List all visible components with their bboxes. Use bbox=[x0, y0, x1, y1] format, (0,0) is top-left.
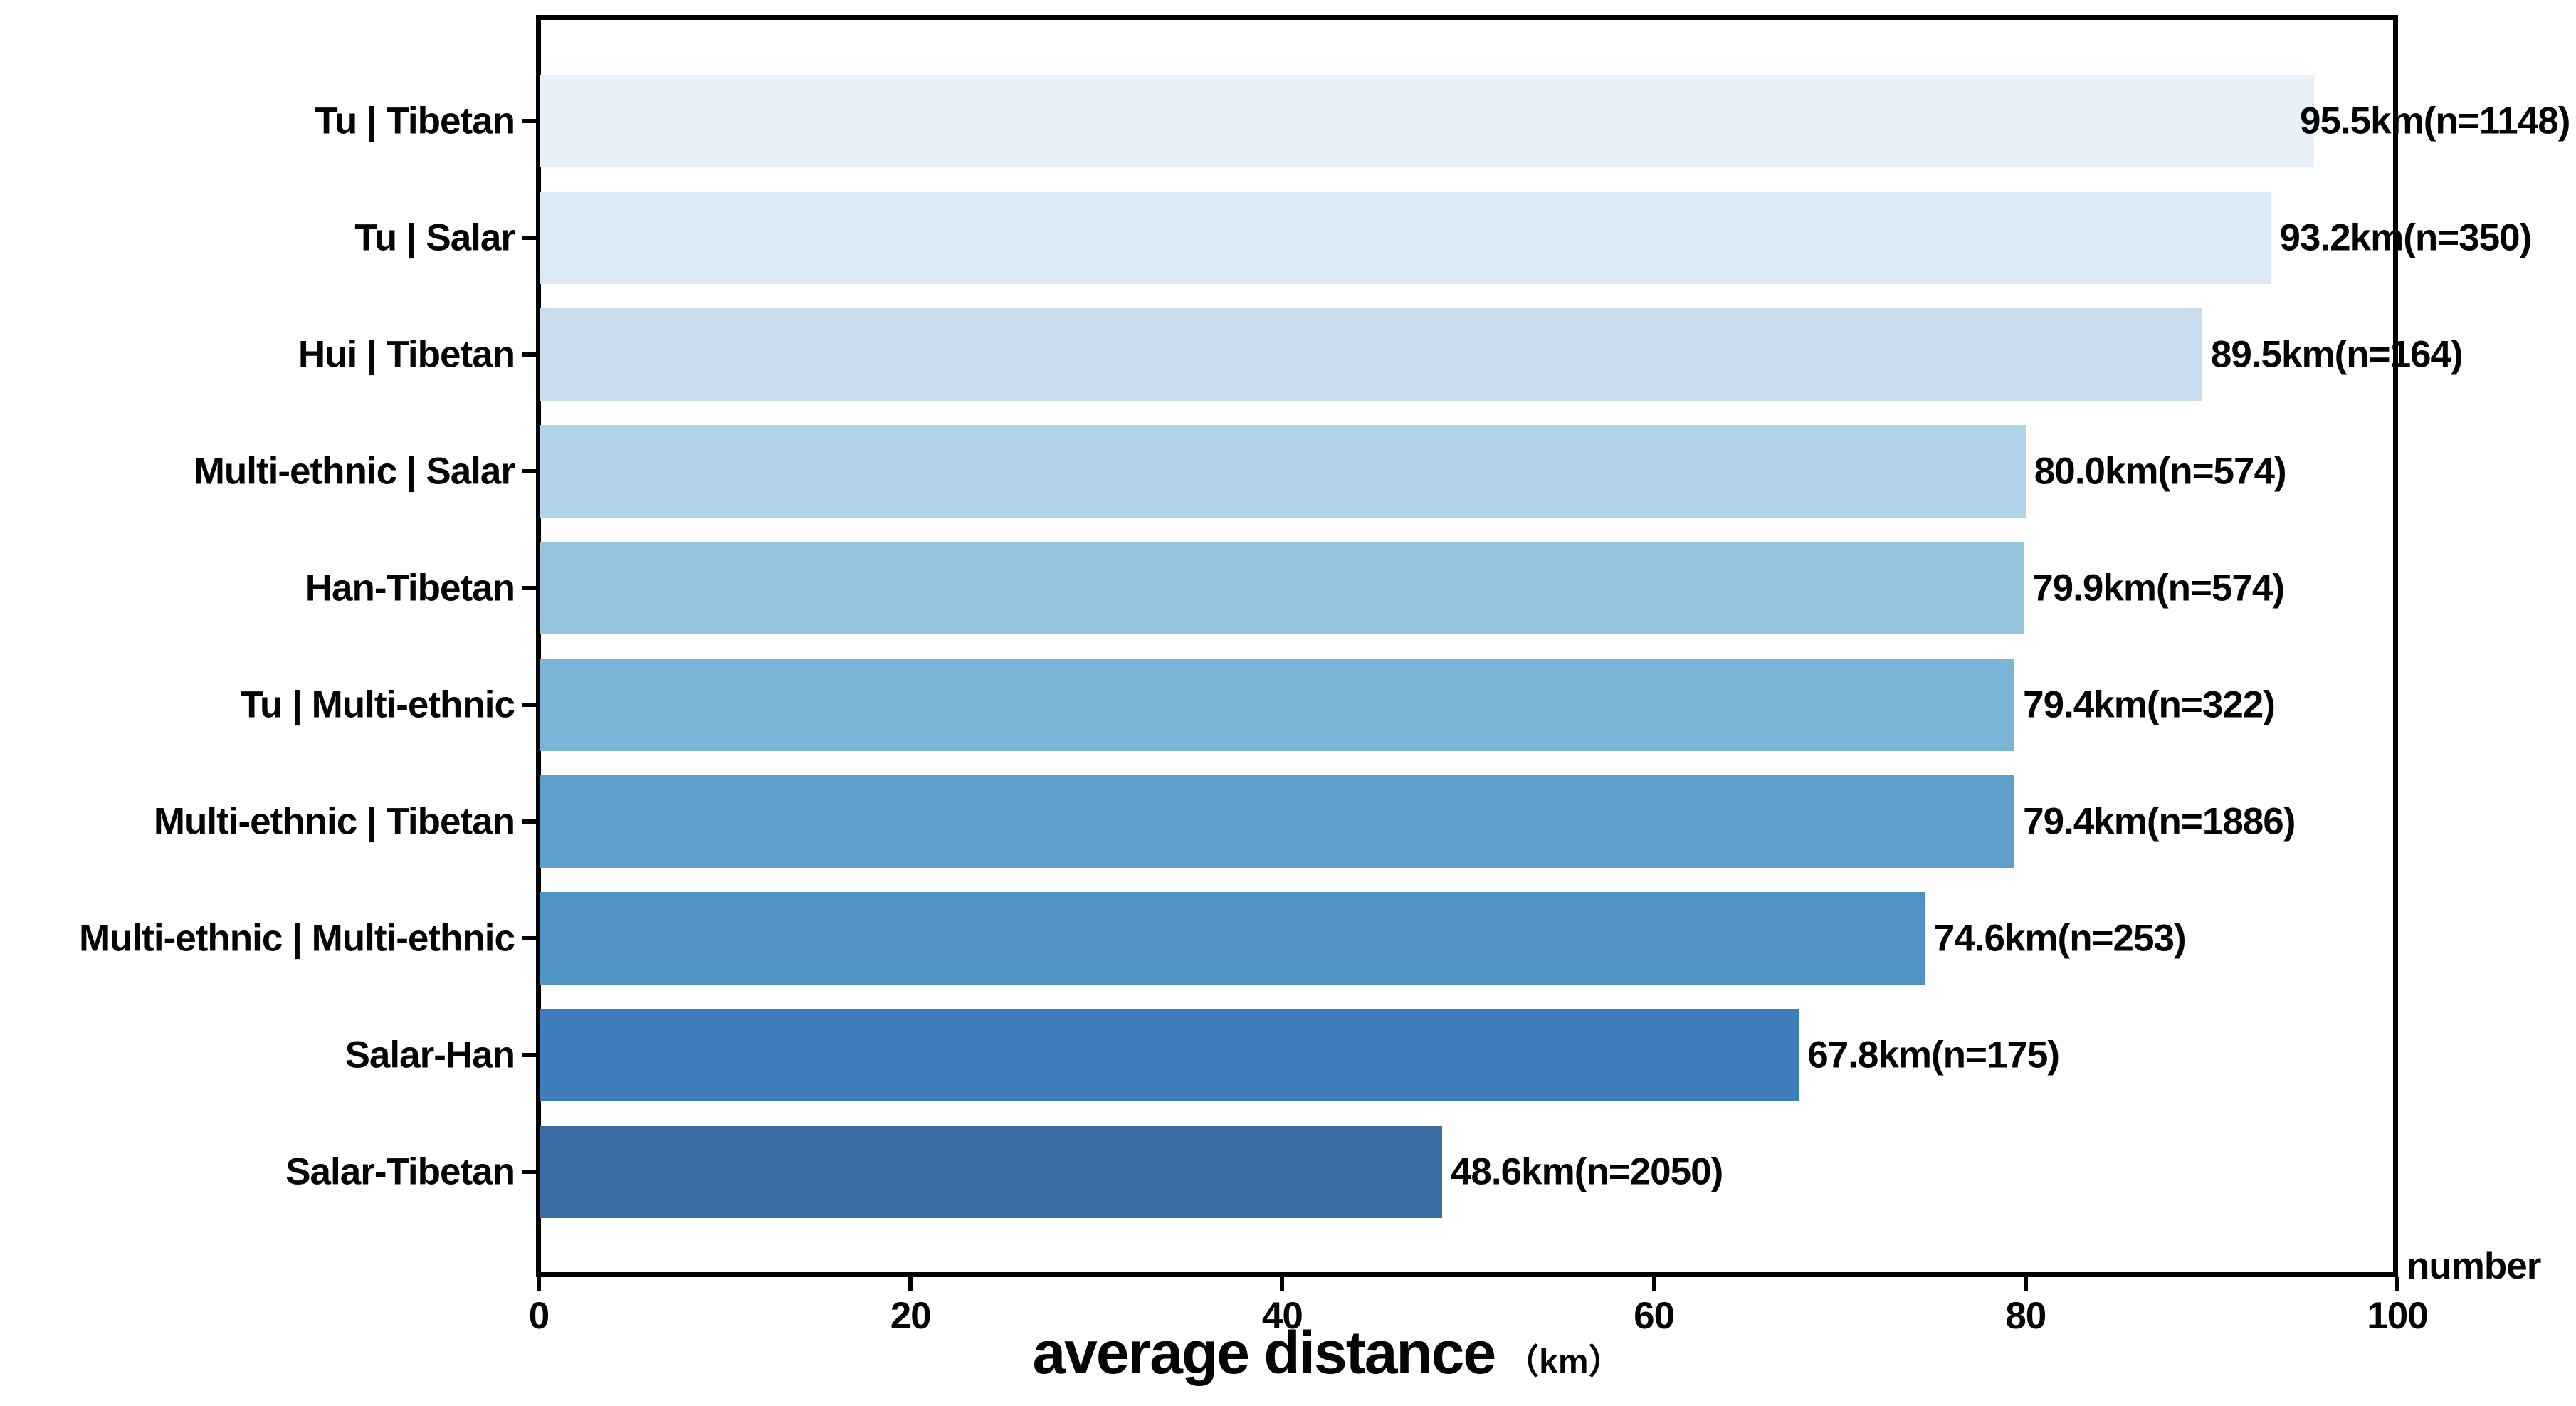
right-axis-label: number bbox=[2407, 1245, 2541, 1287]
x-axis-tick-label: 20 bbox=[890, 1295, 932, 1337]
bar-value-label: 95.5km(n=1148) bbox=[2300, 100, 2570, 142]
bar-value-label: 79.4km(n=322) bbox=[2023, 683, 2276, 726]
x-axis-tick-label: 100 bbox=[2367, 1295, 2428, 1337]
bar bbox=[540, 775, 2014, 868]
category-label: Han-Tibetan bbox=[305, 567, 515, 609]
y-axis-tick bbox=[522, 586, 539, 590]
category-label: Tu | Salar bbox=[354, 216, 515, 259]
category-label: Multi-ethnic | Multi-ethnic bbox=[79, 917, 515, 960]
x-axis-tick-label: 40 bbox=[1261, 1295, 1303, 1337]
y-axis-tick bbox=[522, 119, 539, 123]
bar bbox=[540, 425, 2026, 518]
x-axis-tick bbox=[537, 1277, 541, 1291]
bar-value-label: 89.5km(n=164) bbox=[2210, 333, 2464, 376]
bar bbox=[540, 542, 2024, 634]
y-axis-tick bbox=[522, 1053, 539, 1057]
y-axis-tick bbox=[522, 1170, 539, 1174]
bar-value-label: 67.8km(n=175) bbox=[1807, 1034, 2060, 1076]
bar-value-label: 74.6km(n=253) bbox=[1933, 917, 2187, 960]
x-axis-unit-label: （km） bbox=[1505, 1343, 1623, 1381]
x-axis-tick-label: 60 bbox=[1634, 1295, 1675, 1337]
x-axis-tick-label: 80 bbox=[2005, 1295, 2046, 1337]
category-label: Multi-ethnic | Salar bbox=[193, 450, 515, 493]
y-axis-tick bbox=[522, 352, 539, 357]
bar bbox=[540, 1009, 1799, 1101]
bar bbox=[540, 75, 2314, 167]
bar bbox=[540, 659, 2014, 751]
y-axis-tick bbox=[522, 936, 539, 940]
category-label: Salar-Tibetan bbox=[285, 1150, 515, 1193]
bar-value-label: 79.4km(n=1886) bbox=[2023, 800, 2296, 843]
bar bbox=[540, 1126, 1442, 1218]
bar-value-label: 80.0km(n=574) bbox=[2034, 450, 2287, 493]
x-axis-title: average distance （km） bbox=[1032, 1318, 1622, 1387]
y-axis-tick bbox=[522, 819, 539, 824]
x-axis-title-text: average distance bbox=[1032, 1319, 1496, 1386]
bar bbox=[540, 192, 2271, 284]
x-axis-tick bbox=[908, 1277, 913, 1291]
x-axis-tick bbox=[2023, 1277, 2028, 1291]
y-axis-tick bbox=[522, 703, 539, 707]
x-axis-tick-label: 0 bbox=[528, 1295, 550, 1337]
bar-value-label: 93.2km(n=350) bbox=[2279, 216, 2532, 259]
plot-area bbox=[536, 15, 2398, 1277]
category-label: Tu | Multi-ethnic bbox=[240, 683, 515, 726]
bar bbox=[540, 892, 1925, 985]
category-label: Hui | Tibetan bbox=[298, 333, 515, 376]
x-axis-tick bbox=[2395, 1277, 2399, 1291]
bar bbox=[540, 308, 2202, 401]
category-label: Multi-ethnic | Tibetan bbox=[153, 800, 515, 843]
category-label: Tu | Tibetan bbox=[315, 100, 515, 142]
x-axis-tick bbox=[1280, 1277, 1285, 1291]
bar-value-label: 79.9km(n=574) bbox=[2032, 567, 2285, 609]
bar-value-label: 48.6km(n=2050) bbox=[1450, 1150, 1723, 1193]
category-label: Salar-Han bbox=[345, 1034, 515, 1076]
y-axis-tick bbox=[522, 236, 539, 240]
x-axis-tick bbox=[1651, 1277, 1656, 1291]
y-axis-tick bbox=[522, 469, 539, 473]
